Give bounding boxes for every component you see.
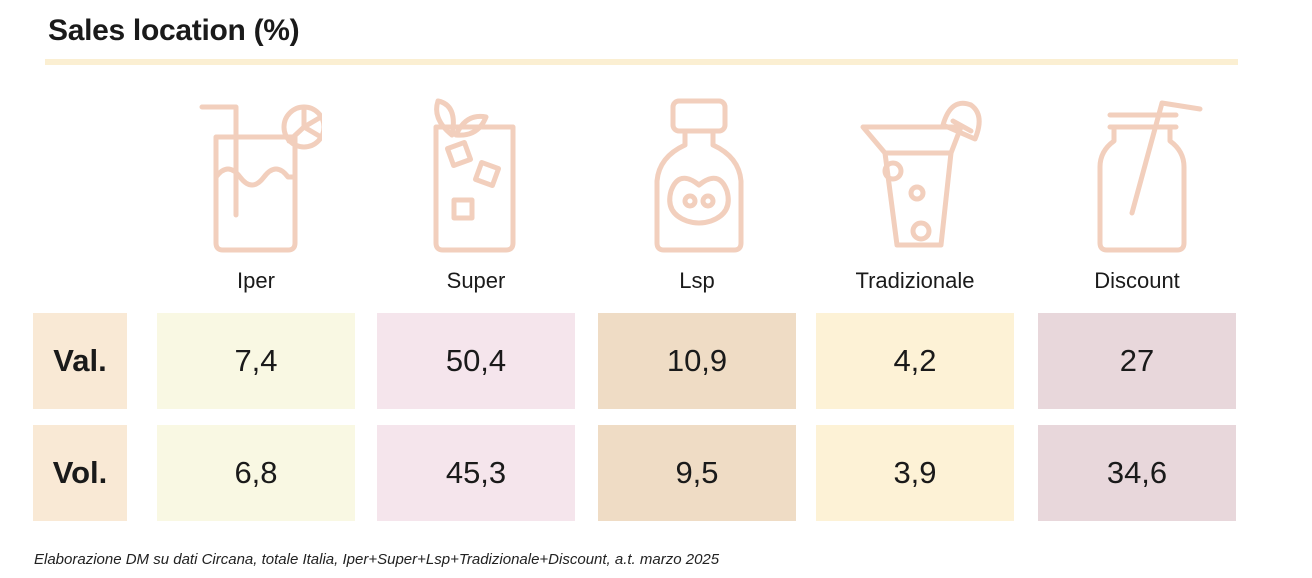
value-cell-vol-iper: 6,8 [157, 425, 355, 521]
value-cell-val-super: 50,4 [377, 313, 575, 409]
lemonade-glass-icon [192, 95, 322, 260]
bottle-icon [633, 95, 763, 260]
value-cell-val-lsp: 10,9 [598, 313, 796, 409]
value-cell-vol-discount: 34,6 [1038, 425, 1236, 521]
value-cell-vol-lsp: 9,5 [598, 425, 796, 521]
page-title: Sales location (%) [48, 14, 300, 47]
category-label-discount: Discount [1094, 268, 1180, 293]
category-label-super: Super [446, 268, 506, 293]
value-cell-vol-super: 45,3 [377, 425, 575, 521]
row-label-vol: Vol. [33, 425, 127, 521]
row-label-val: Val. [33, 313, 127, 409]
category-label-iper: Iper [237, 268, 275, 293]
iced-drink-glass-icon [414, 95, 544, 260]
value-cell-val-tradizionale: 4,2 [816, 313, 1014, 409]
title-underline [45, 59, 1238, 65]
category-label-lsp: Lsp [679, 268, 715, 293]
cocktail-glass-icon [855, 95, 985, 260]
category-label-tradizionale: Tradizionale [855, 268, 975, 293]
value-cell-val-discount: 27 [1038, 313, 1236, 409]
source-note: Elaborazione DM su dati Circana, totale … [34, 551, 720, 568]
value-cell-vol-tradizionale: 3,9 [816, 425, 1014, 521]
jar-with-straw-icon [1076, 95, 1206, 260]
value-cell-val-iper: 7,4 [157, 313, 355, 409]
